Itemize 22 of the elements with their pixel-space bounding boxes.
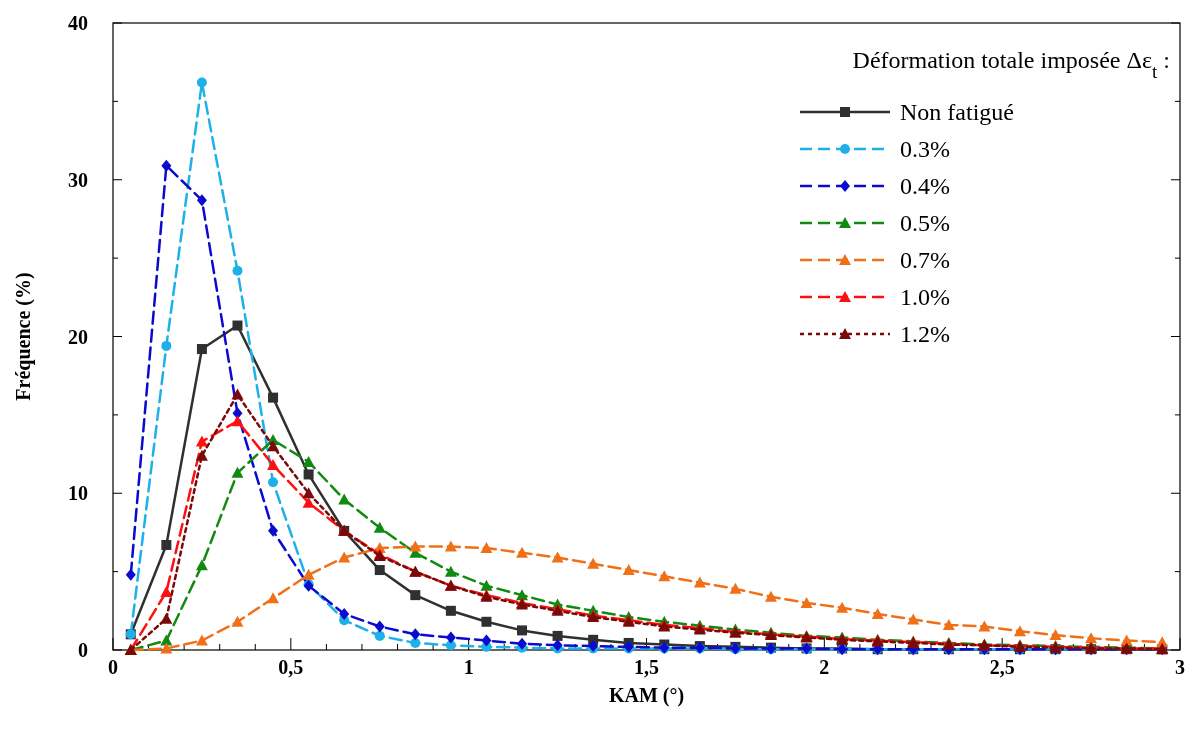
y-tick-label: 30 xyxy=(68,168,88,191)
legend-label: 0.3% xyxy=(900,136,950,162)
legend-label: 0.7% xyxy=(900,247,950,273)
x-tick-label: 0 xyxy=(108,656,118,678)
legend-title: Déformation totale imposée Δε$_{t}$ : xyxy=(852,47,1170,83)
y-tick-label: 40 xyxy=(68,12,88,34)
x-axis-title: KAM (°) xyxy=(608,684,685,707)
y-tick-label: 10 xyxy=(68,482,88,505)
x-tick-label: 1,5 xyxy=(634,656,659,678)
legend-label: 1.0% xyxy=(900,284,950,310)
x-tick-label: 3 xyxy=(1175,656,1185,678)
y-tick-label: 0 xyxy=(78,639,88,661)
x-tick-label: 2 xyxy=(819,656,830,678)
y-tick-label: 20 xyxy=(68,325,88,348)
x-tick-label: 1 xyxy=(463,656,474,678)
x-tick-label: 0,5 xyxy=(278,656,304,678)
legend-label: 0.5% xyxy=(900,210,950,236)
x-tick-label: 2,5 xyxy=(989,656,1015,678)
legend-label: 0.4% xyxy=(900,173,950,199)
legend-label: 1.2% xyxy=(900,321,950,347)
legend-label: Non fatigué xyxy=(900,99,1014,125)
y-axis-title: Fréquence (%) xyxy=(12,272,35,401)
